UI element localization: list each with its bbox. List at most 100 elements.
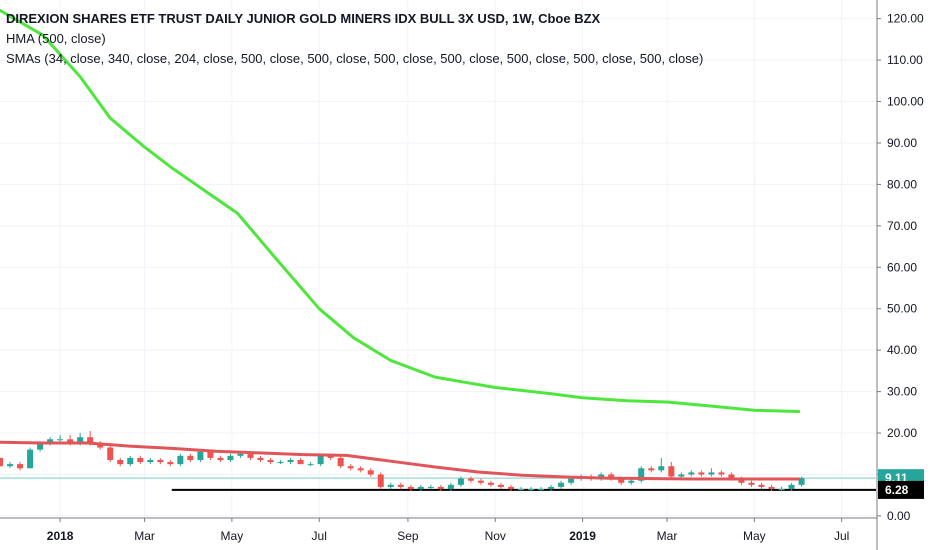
- candle-body: [377, 474, 384, 487]
- y-axis[interactable]: 0.0010.0020.0030.0040.0050.0060.0070.008…: [876, 0, 924, 550]
- candle-body: [0, 457, 3, 467]
- hma-legend-label[interactable]: HMA (500, close): [6, 31, 106, 46]
- y-tick-label: 0.00: [887, 509, 911, 523]
- candle-body: [427, 486, 434, 488]
- x-tick-label: 2018: [47, 529, 74, 543]
- candle-body: [197, 451, 204, 460]
- x-tick-label: Mar: [657, 529, 678, 543]
- candle: [17, 462, 24, 471]
- candle-body: [287, 459, 294, 463]
- candle-body: [508, 486, 514, 489]
- candle-body: [748, 482, 755, 485]
- y-tick-label: 100.00: [887, 95, 924, 109]
- candle-body: [247, 453, 254, 458]
- candle-body: [568, 478, 575, 483]
- candle-body: [327, 455, 334, 458]
- candle: [447, 482, 454, 492]
- chart-grid: [0, 0, 876, 518]
- candle: [367, 468, 374, 477]
- candle: [217, 455, 224, 463]
- sma-line: [0, 440, 801, 481]
- candle-body: [217, 457, 224, 460]
- candle: [548, 484, 555, 492]
- candle: [7, 462, 14, 469]
- candle: [417, 484, 424, 492]
- candle-body: [497, 484, 504, 487]
- candle-body: [437, 486, 444, 489]
- candle-body: [127, 457, 134, 465]
- candle-body: [227, 455, 234, 460]
- candle-body: [77, 437, 84, 444]
- candle-body: [357, 468, 364, 471]
- candle: [277, 459, 284, 465]
- candle-body: [277, 462, 284, 464]
- candle: [497, 482, 504, 489]
- candle-body: [778, 488, 785, 490]
- candle-body: [407, 486, 414, 489]
- candle: [357, 466, 364, 473]
- candle-body: [447, 484, 454, 489]
- candle: [688, 470, 695, 477]
- candle-body: [37, 443, 44, 450]
- x-tick-label: May: [743, 529, 766, 543]
- candle-body: [758, 484, 765, 487]
- candle-body: [147, 459, 154, 463]
- x-tick-label: Sep: [397, 529, 419, 543]
- candle-body: [237, 453, 244, 456]
- candle-body: [107, 447, 114, 460]
- candle-body: [257, 457, 264, 460]
- x-tick-label: Jul: [834, 529, 849, 543]
- candle-body: [297, 459, 304, 465]
- candle-body: [768, 486, 775, 489]
- candle-body: [518, 488, 525, 490]
- candle: [27, 447, 34, 469]
- candle: [658, 457, 665, 473]
- candle: [748, 480, 755, 487]
- sma-legend-label[interactable]: SMAs (34, close, 340, close, 204, close,…: [6, 51, 704, 66]
- candle-body: [97, 443, 104, 448]
- candle: [718, 470, 725, 477]
- candle-body: [628, 480, 635, 483]
- indicator-lines: [0, 8, 801, 481]
- hma-line: [0, 8, 801, 413]
- candle: [467, 476, 474, 483]
- candle-body: [117, 459, 124, 465]
- candle: [157, 457, 164, 465]
- chart-legend: DIREXION SHARES ETF TRUST DAILY JUNIOR G…: [6, 9, 703, 69]
- x-tick-label: 2019: [569, 529, 596, 543]
- candle-body: [177, 455, 184, 465]
- candle: [477, 478, 484, 485]
- y-tick-label: 40.00: [887, 343, 917, 357]
- price-tag-bg: [878, 480, 924, 499]
- candle: [347, 464, 354, 471]
- candle-body: [397, 484, 404, 487]
- candle: [127, 455, 134, 467]
- candle-body: [417, 486, 424, 489]
- candle: [698, 470, 705, 477]
- candle: [137, 455, 144, 465]
- candle-body: [367, 470, 374, 475]
- candle-body: [17, 464, 24, 469]
- candle-body: [187, 455, 194, 460]
- candle: [648, 466, 655, 473]
- x-tick-label: Mar: [134, 529, 155, 543]
- candle: [758, 482, 765, 489]
- x-axis[interactable]: 2018 Mar May Jul Sep Nov 2019 Mar May Jul: [0, 517, 877, 543]
- candle-body: [738, 478, 745, 483]
- y-tick-label: 50.00: [887, 302, 917, 316]
- candle: [0, 457, 3, 467]
- chart-title: DIREXION SHARES ETF TRUST DAILY JUNIOR G…: [6, 11, 601, 26]
- candle: [538, 486, 545, 492]
- candle: [768, 484, 775, 492]
- candle: [427, 484, 434, 489]
- candle-body: [728, 474, 735, 479]
- candle-body: [457, 478, 464, 485]
- price-tag: 6.28: [878, 480, 924, 499]
- candle: [307, 462, 314, 467]
- y-tick-label: 60.00: [887, 260, 917, 274]
- candle-body: [207, 451, 214, 458]
- candle-body: [798, 478, 805, 485]
- candle: [798, 476, 805, 487]
- y-tick-label: 90.00: [887, 136, 917, 150]
